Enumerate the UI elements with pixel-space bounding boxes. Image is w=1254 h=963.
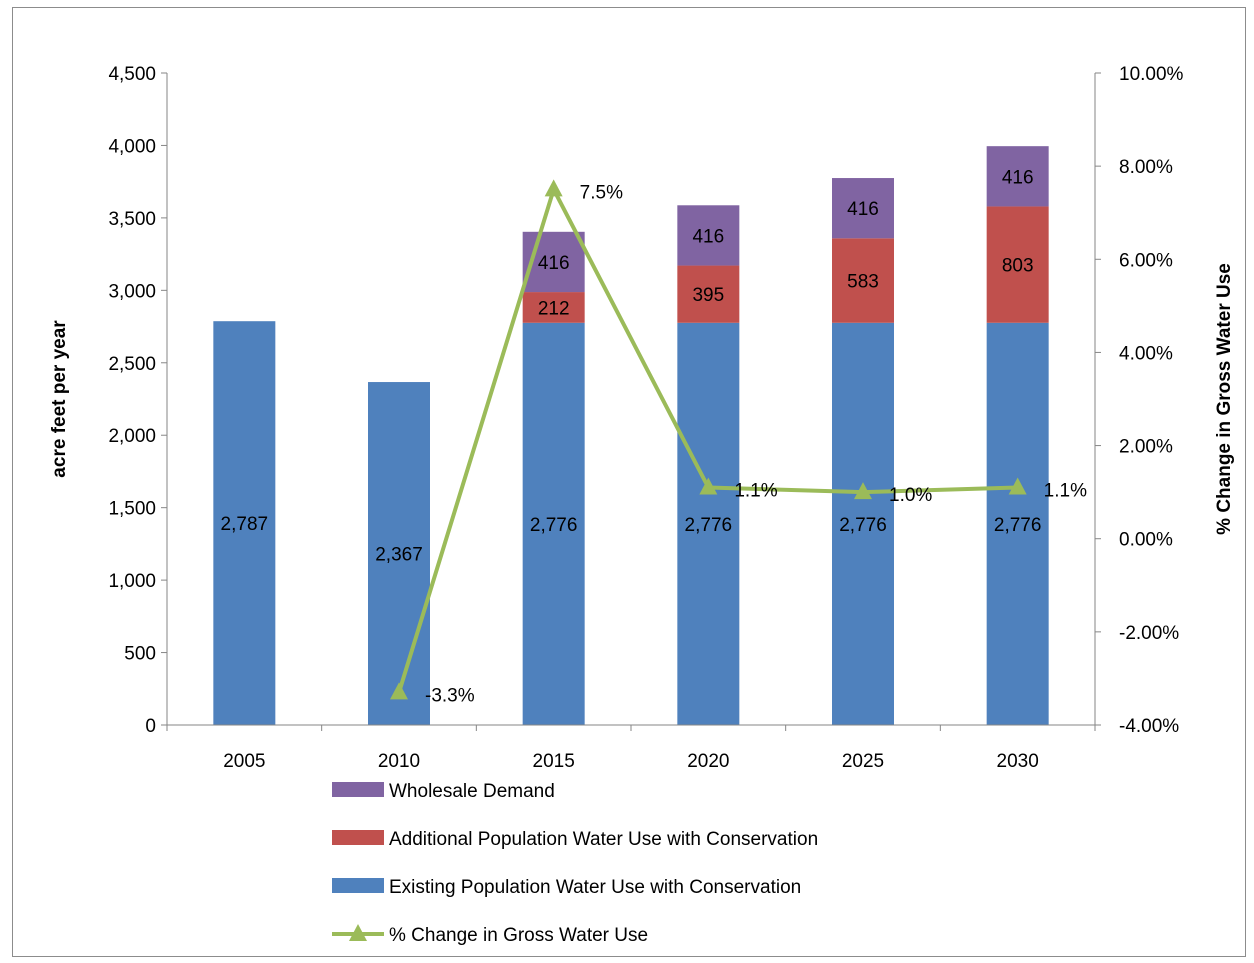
y-tick-label: 1,000 [108, 571, 156, 592]
bar-data-label: 416 [692, 226, 724, 247]
bar-data-label: 2,776 [530, 515, 578, 536]
legend-swatch [332, 878, 384, 893]
y-tick-label: 2,500 [108, 354, 156, 375]
y-tick-label: 0 [145, 716, 156, 737]
x-tick-label: 2020 [687, 751, 729, 772]
y-axis-title: acre feet per year [49, 320, 70, 478]
x-tick-label: 2025 [842, 751, 884, 772]
y2-tick-label: 10.00% [1119, 64, 1184, 85]
bar-additional-population-water-use-with-conservation-2020 [677, 265, 740, 323]
bar-existing-population-water-use-with-conservation-2020 [677, 322, 740, 725]
line-layer [390, 179, 1027, 700]
legend-swatch [332, 782, 384, 797]
legend-label: Wholesale Demand [389, 781, 555, 802]
line-marker-2020 [699, 477, 718, 495]
x-tick-label: 2005 [223, 751, 265, 772]
bar-existing-population-water-use-with-conservation-2015 [522, 322, 585, 725]
bar-existing-population-water-use-with-conservation-2030 [986, 322, 1049, 725]
y-tick-label: 2,000 [108, 426, 156, 447]
y2-tick-label: 6.00% [1119, 250, 1173, 271]
bar-data-label: 583 [847, 272, 879, 293]
x-tick-label: 2030 [997, 751, 1039, 772]
line-data-label: -3.3% [425, 685, 475, 706]
line-marker-2025 [854, 482, 872, 500]
y2-tick-label: 0.00% [1119, 530, 1173, 551]
bar-wholesale-demand-2020 [677, 205, 740, 266]
bar-data-label: 2,776 [685, 515, 733, 536]
bar-data-label: 803 [1002, 256, 1034, 277]
y-tick-label: 1,500 [108, 499, 156, 520]
line-data-label: 1.0% [889, 485, 932, 506]
bars-layer [213, 146, 1049, 725]
water-use-chart: 0 500 1,000 1,500 2,000 2,500 3,000 3,500 4,000 4… [49, 64, 1235, 946]
y2-tick-label: 8.00% [1119, 157, 1173, 178]
bar-existing-population-water-use-with-conservation-2025 [832, 322, 894, 725]
y2-tick-label: 4.00% [1119, 343, 1173, 364]
line-data-label: 7.5% [580, 182, 623, 203]
y2-axis-title: % Change in Gross Water Use [1214, 263, 1235, 535]
bar-additional-population-water-use-with-conservation-2015 [522, 292, 585, 323]
legend-label: Existing Population Water Use with Conse… [389, 877, 801, 898]
bar-additional-population-water-use-with-conservation-2030 [986, 206, 1049, 323]
x-tick-label: 2010 [378, 751, 420, 772]
line-data-label: 1.1% [1044, 480, 1087, 501]
bar-additional-population-water-use-with-conservation-2025 [832, 238, 894, 323]
bar-data-label: 2,776 [839, 515, 887, 536]
legend-marker-icon [349, 924, 367, 941]
labels-layer: 2,787 2,367 2,776 212 416 2,776 395 416 2,776 583… [221, 167, 1088, 706]
bar-data-label: 416 [1002, 167, 1034, 188]
x-tick-label: 2015 [533, 751, 575, 772]
line-marker-2030 [1008, 477, 1027, 495]
bar-existing-population-water-use-with-conservation-2010 [368, 382, 430, 725]
bar-existing-population-water-use-with-conservation-2005 [213, 321, 276, 725]
bar-data-label: 2,787 [221, 514, 269, 535]
line-marker-2010 [390, 682, 408, 700]
legend-label: % Change in Gross Water Use [389, 925, 648, 946]
y-tick-label: 4,500 [108, 64, 156, 85]
y2-tick-label: -2.00% [1119, 623, 1179, 644]
bar-data-label: 212 [538, 298, 570, 319]
y-tick-label: 4,000 [108, 136, 156, 157]
y-tick-label: 3,500 [108, 209, 156, 230]
y-tick-label: 500 [124, 644, 156, 665]
chart-frame: 0 500 1,000 1,500 2,000 2,500 3,000 3,500 4,000 4… [12, 7, 1246, 957]
bar-data-label: 416 [847, 199, 879, 220]
line-data-label: 1.1% [734, 480, 777, 501]
y2-tick-label: -4.00% [1119, 716, 1179, 737]
y-tick-label: 3,000 [108, 281, 156, 302]
legend-label: Additional Population Water Use with Con… [389, 829, 818, 850]
line-marker-2015 [544, 179, 563, 197]
legend: Wholesale Demand Additional Population Wa… [332, 781, 818, 946]
legend-swatch [332, 830, 384, 845]
bar-data-label: 2,367 [375, 545, 423, 566]
bar-data-label: 2,776 [994, 515, 1042, 536]
axes-layer: 0 500 1,000 1,500 2,000 2,500 3,000 3,500 4,000 4… [49, 64, 1235, 772]
bar-wholesale-demand-2025 [832, 178, 894, 239]
bar-data-label: 395 [692, 285, 724, 306]
bar-data-label: 416 [538, 253, 570, 274]
y2-tick-label: 2.00% [1119, 437, 1173, 458]
bar-wholesale-demand-2030 [986, 146, 1049, 207]
